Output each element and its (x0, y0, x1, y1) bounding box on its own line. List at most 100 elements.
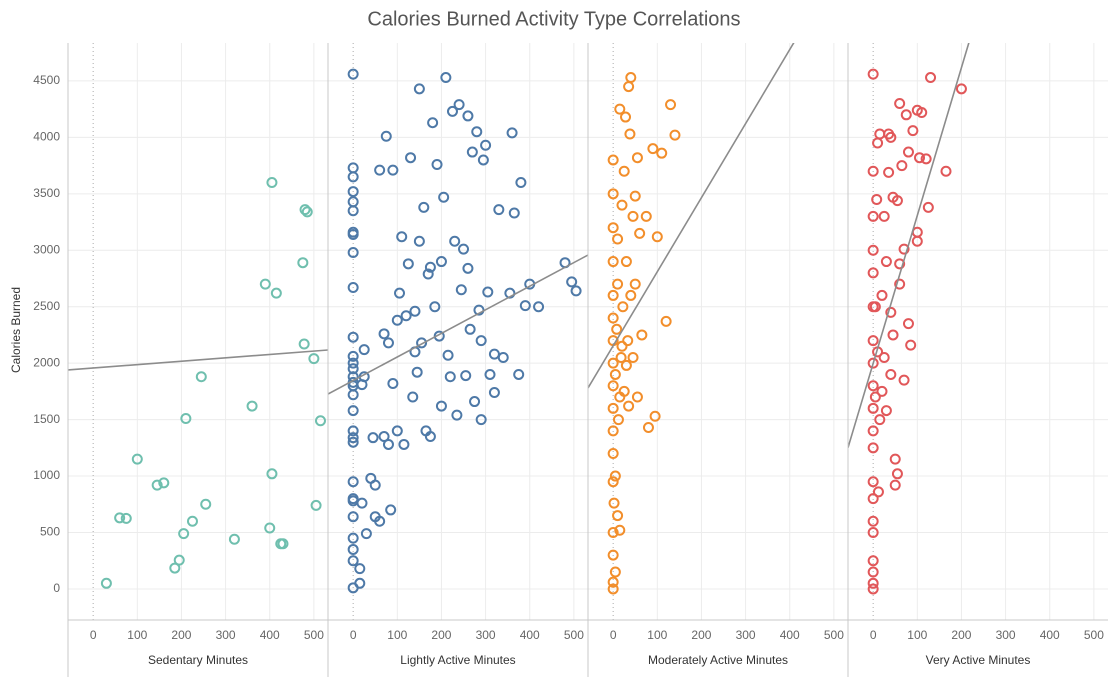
point (878, 352, 890, 364)
point (624, 128, 636, 140)
point (460, 370, 472, 382)
point (382, 337, 394, 349)
point (867, 527, 879, 539)
point (259, 278, 271, 290)
point (380, 130, 392, 142)
point (402, 258, 414, 270)
point (625, 72, 637, 84)
point (347, 205, 359, 217)
point (228, 533, 240, 545)
point (347, 350, 359, 362)
point (438, 191, 450, 203)
point (871, 193, 883, 205)
point (894, 98, 906, 110)
point (449, 235, 461, 247)
point (896, 160, 908, 172)
point (360, 528, 372, 540)
point (186, 515, 198, 527)
point (631, 391, 643, 403)
point (173, 554, 185, 566)
point (620, 111, 632, 123)
point (427, 117, 439, 129)
point (920, 153, 932, 165)
x-tick-label: 100 (387, 628, 407, 642)
point (264, 522, 276, 534)
point (955, 83, 967, 95)
point (649, 410, 661, 422)
point (612, 233, 624, 245)
point (347, 432, 359, 444)
point (609, 566, 621, 578)
point (867, 267, 879, 279)
point (475, 335, 487, 347)
point (607, 256, 619, 268)
point (612, 510, 624, 522)
point (876, 385, 888, 397)
point (422, 268, 434, 280)
point (620, 359, 632, 371)
x-tick-label: 500 (824, 628, 844, 642)
point (462, 262, 474, 274)
y-tick-label: 4500 (33, 73, 60, 87)
point (867, 515, 879, 527)
point (497, 352, 509, 364)
point (506, 127, 518, 139)
point (880, 405, 892, 417)
point (885, 368, 897, 380)
point (347, 425, 359, 437)
point (180, 412, 192, 424)
point (455, 284, 467, 296)
x-tick-label: 0 (350, 628, 357, 642)
x-tick-label: 300 (476, 628, 496, 642)
point (405, 152, 417, 164)
point (872, 137, 884, 149)
y-tick-label: 1500 (33, 412, 60, 426)
y-tick-label: 2000 (33, 355, 60, 369)
point (622, 335, 634, 347)
point (493, 204, 505, 216)
point (894, 278, 906, 290)
point (607, 222, 619, 234)
x-tick-label: 500 (1084, 628, 1104, 642)
point (151, 479, 163, 491)
point (480, 139, 492, 151)
point (867, 566, 879, 578)
point (629, 190, 641, 202)
point (394, 287, 406, 299)
point (867, 555, 879, 567)
x-tick-label: 200 (171, 628, 191, 642)
point (477, 154, 489, 166)
x-tick-label: 0 (90, 628, 97, 642)
point (623, 81, 635, 93)
point (446, 105, 458, 117)
point (515, 177, 527, 189)
point (900, 109, 912, 121)
point (867, 380, 879, 392)
x-axis-title: Moderately Active Minutes (648, 653, 788, 667)
point (424, 261, 436, 273)
point (876, 289, 888, 301)
point (120, 512, 132, 524)
x-tick-label: 100 (127, 628, 147, 642)
point (407, 391, 419, 403)
point (616, 199, 628, 211)
point (391, 425, 403, 437)
point (620, 256, 632, 268)
point (867, 244, 879, 256)
y-tick-label: 2500 (33, 299, 60, 313)
point (898, 243, 910, 255)
point (869, 391, 881, 403)
point (178, 528, 190, 540)
point (623, 400, 635, 412)
point (466, 146, 478, 158)
point (298, 338, 310, 350)
point (435, 400, 447, 412)
point (634, 227, 646, 239)
point (885, 306, 897, 318)
point (867, 210, 879, 222)
point (642, 422, 654, 434)
point (462, 110, 474, 122)
point (347, 228, 359, 240)
y-tick-label: 4000 (33, 130, 60, 144)
point (891, 468, 903, 480)
